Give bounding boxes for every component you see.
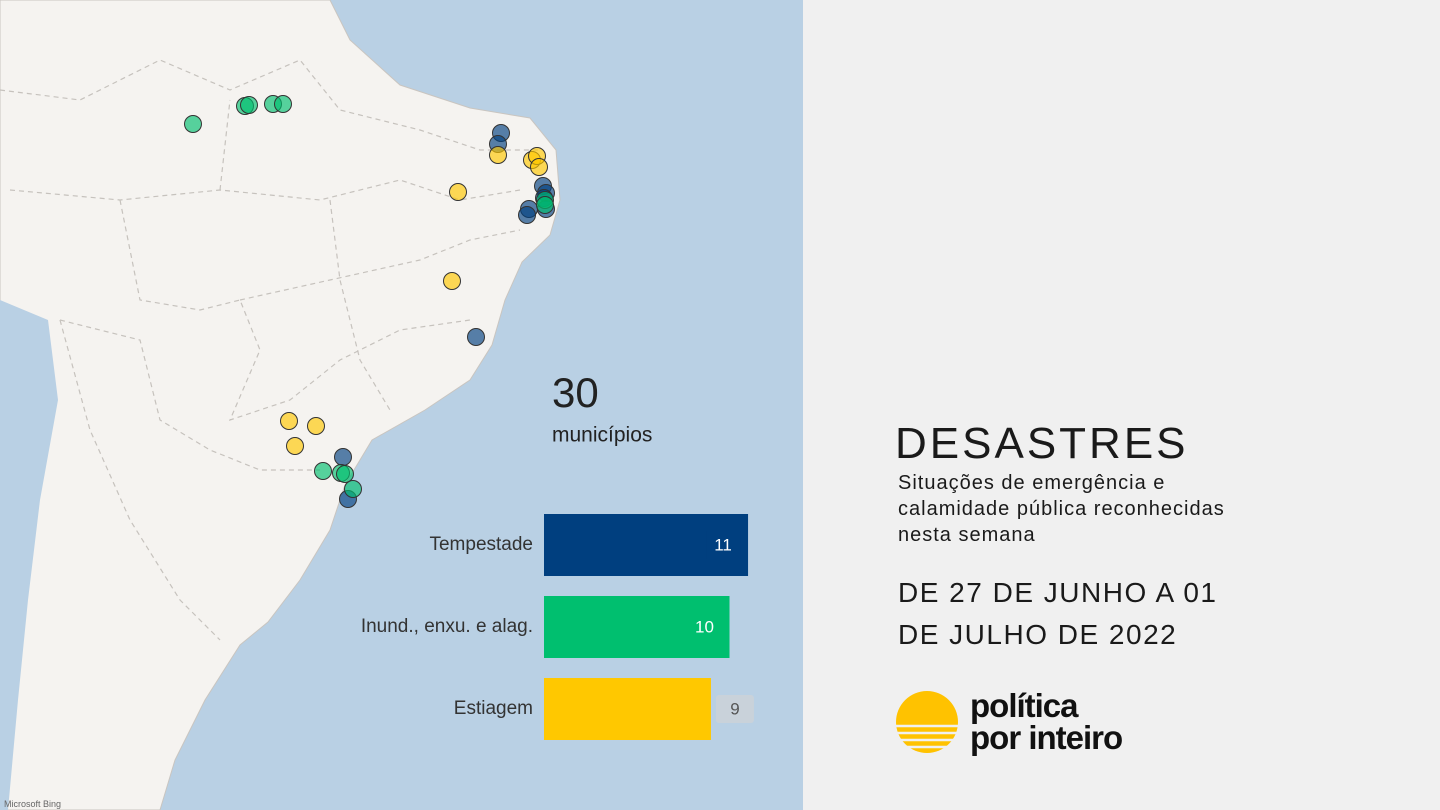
pacific xyxy=(0,300,58,810)
total-label: municípios xyxy=(552,424,652,447)
map-marker xyxy=(336,465,354,483)
map-marker xyxy=(286,437,304,455)
panel-period: DE 27 DE JUNHO A 01 DE JULHO DE 2022 xyxy=(898,577,1218,650)
map-marker xyxy=(489,146,507,164)
map-marker xyxy=(314,462,332,480)
value-badge xyxy=(706,531,741,559)
logo-line: por inteiro xyxy=(970,719,1123,756)
value-label: 9 xyxy=(730,699,739,718)
map-marker xyxy=(307,417,325,435)
map-marker xyxy=(184,115,202,133)
map-marker xyxy=(518,206,536,224)
panel-bg xyxy=(803,0,1440,810)
bar-category: Inund., enxu. e alag. xyxy=(361,616,533,637)
panel-title: DESASTRES xyxy=(895,419,1189,468)
borders xyxy=(0,59,540,641)
value-label: 11 xyxy=(714,535,732,554)
bar-category: Estiagem xyxy=(454,698,533,719)
logo-text: política por inteiro xyxy=(970,687,1123,756)
value-badge xyxy=(687,613,722,641)
land xyxy=(0,0,561,810)
map-marker xyxy=(274,95,292,113)
map-marker xyxy=(443,272,461,290)
value-label: 10 xyxy=(695,617,714,636)
panel-subtitle: Situações de emergência e calamidade púb… xyxy=(898,472,1225,546)
logo-mark xyxy=(894,691,960,753)
map-marker xyxy=(467,328,485,346)
total-count: 30 xyxy=(552,369,599,416)
map-attribution: Microsoft Bing xyxy=(4,799,61,809)
bar xyxy=(544,678,711,740)
map-marker xyxy=(280,412,298,430)
value-badge xyxy=(715,695,754,723)
map-marker xyxy=(530,158,548,176)
map-marker xyxy=(240,96,258,114)
map-marker xyxy=(536,196,554,214)
info-panel: DESASTRES Situações de emergência e cala… xyxy=(895,418,1278,656)
map-marker xyxy=(449,183,467,201)
map-marker xyxy=(334,448,352,466)
bar-category: Tempestade xyxy=(429,534,533,555)
map-marker xyxy=(344,480,362,498)
logo-line: política xyxy=(970,687,1079,724)
